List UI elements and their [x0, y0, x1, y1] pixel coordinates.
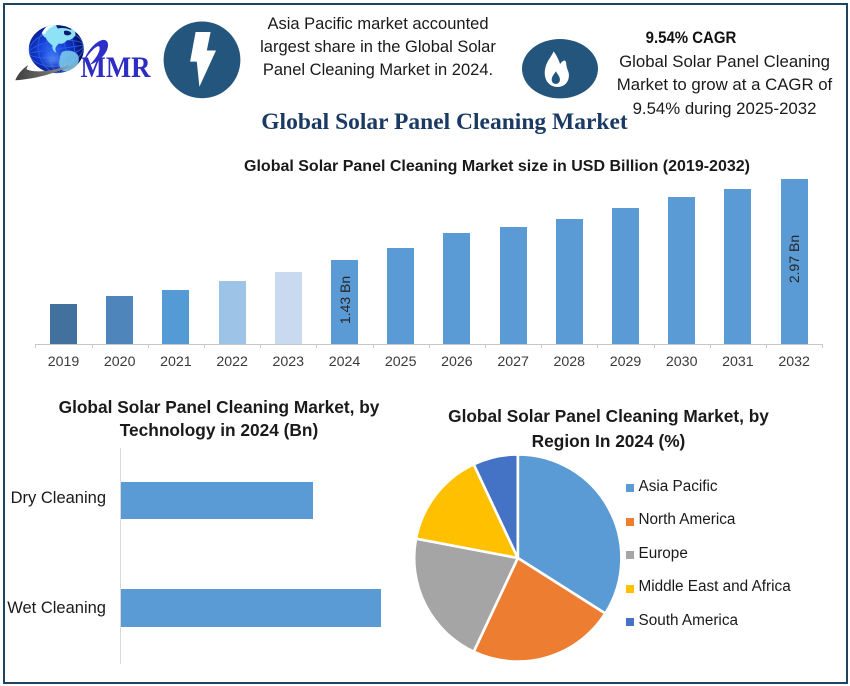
svg-text:MMR: MMR [81, 51, 151, 84]
